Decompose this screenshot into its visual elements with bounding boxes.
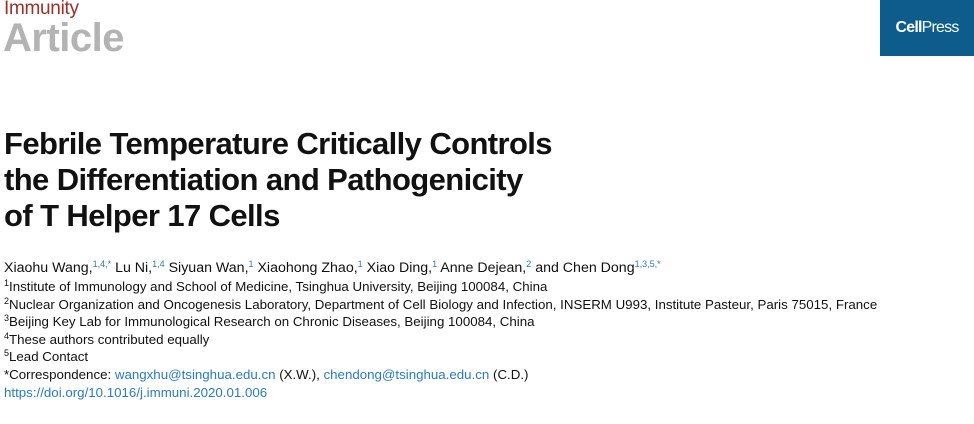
- author: and Chen Dong1,3,5,*: [531, 259, 661, 277]
- article-type: Article: [3, 16, 125, 60]
- title-line: Febrile Temperature Critically Controls: [4, 126, 553, 161]
- title-line: of T Helper 17 Cells: [4, 198, 280, 233]
- correspondence: *Correspondence: wangxhu@tsinghua.edu.cn…: [4, 366, 529, 382]
- email-link[interactable]: chendong@tsinghua.edu.cn: [323, 366, 490, 382]
- author: Anne Dejean,2: [437, 259, 532, 277]
- paper-title: Febrile Temperature Critically Controls …: [4, 126, 553, 234]
- affiliation: 5Lead Contact: [4, 348, 89, 365]
- author: Lu Ni,1,4: [111, 259, 165, 277]
- affiliation: 4These authors contributed equally: [4, 330, 210, 347]
- author: Xiaohu Wang,1,4,*: [4, 259, 112, 277]
- author: Xiaohong Zhao,1: [253, 259, 363, 277]
- author: Siyuan Wan,1: [164, 259, 254, 277]
- email-link[interactable]: wangxhu@tsinghua.edu.cn: [114, 366, 276, 382]
- title-line: the Differentiation and Pathogenicity: [4, 162, 523, 197]
- affiliation: 3Beijing Key Lab for Immunological Resea…: [4, 313, 535, 330]
- journal-name: Immunity: [4, 0, 79, 19]
- author-list: Xiaohu Wang,1,4,* Lu Ni,1,4 Siyuan Wan,1…: [4, 259, 894, 278]
- affiliation: 2Nuclear Organization and Oncogenesis La…: [4, 295, 878, 312]
- cellpress-logo[interactable]: Cell Press: [880, 0, 974, 56]
- author: Xiao Ding,1: [362, 259, 438, 277]
- affiliation: 1Institute of Immunology and School of M…: [4, 278, 548, 295]
- doi-link[interactable]: https://doi.org/10.1016/j.immuni.2020.01…: [4, 384, 268, 400]
